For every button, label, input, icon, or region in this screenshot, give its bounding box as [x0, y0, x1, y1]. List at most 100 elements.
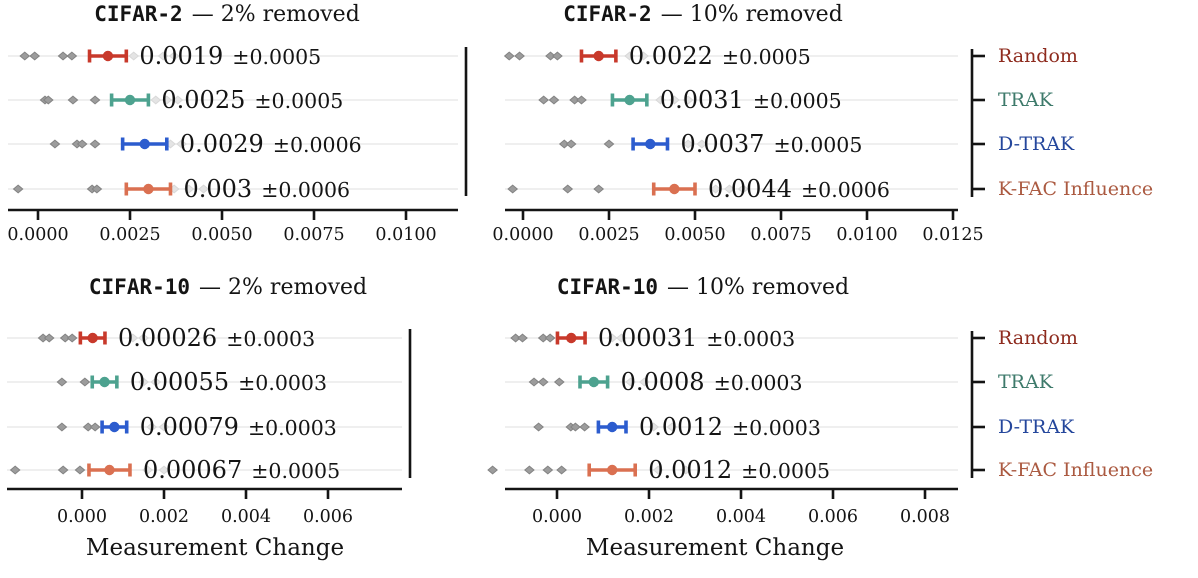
seed-scatter-point	[737, 184, 749, 194]
mean-point	[102, 50, 114, 62]
x-axis-tick-label: 0.0050	[664, 225, 725, 245]
row-d-trak: 0.0037 ±0.0005	[558, 130, 862, 158]
row-trak: 0.0031 ±0.0005	[538, 86, 842, 114]
x-axis-label-right: Measurement Change	[585, 535, 845, 561]
x-axis-tick-label: 0.0075	[283, 225, 344, 245]
seed-scatter-point	[503, 51, 515, 61]
mean-point	[607, 464, 618, 476]
x-axis-tick-label: 0.0050	[191, 225, 252, 245]
row-k-fac-influence: 0.0044 ±0.0006	[507, 175, 890, 203]
row-k-fac-influence: 0.00067 ±0.0005	[9, 456, 340, 484]
seed-scatter-point	[542, 465, 554, 475]
seed-scatter-point	[514, 51, 525, 61]
seed-scatter-point	[49, 139, 61, 149]
mean-point	[99, 376, 110, 388]
seed-scatter-point	[533, 422, 544, 432]
mean-std-annotation: 0.00055 ±0.0003	[130, 368, 327, 396]
seed-scatter-point	[138, 333, 149, 343]
x-axis-tick-label: 0.0100	[375, 225, 436, 245]
legend-item-random: Random	[998, 327, 1078, 349]
panel-title-cifar2-2pct: CIFAR-2 — 2% removed	[0, 2, 457, 32]
seed-scatter-point	[517, 333, 528, 343]
dataset-name: CIFAR-10	[88, 275, 191, 299]
mean-point	[669, 183, 680, 195]
x-axis-tick-label: 0.000	[57, 507, 107, 527]
mean-std-annotation: 0.0037 ±0.0005	[680, 130, 862, 158]
x-axis: 0.0000 0.0025 0.0050 0.0075 0.0100	[7, 208, 458, 245]
seed-scatter-point	[666, 422, 678, 432]
seed-scatter-point	[29, 51, 41, 61]
row-random: 0.00026 ±0.0003	[37, 324, 315, 352]
seed-scatter-point	[680, 465, 692, 475]
seed-scatter-point	[89, 139, 101, 149]
seed-scatter-point	[544, 333, 556, 343]
dataset-name: CIFAR-10	[556, 275, 659, 299]
row-d-trak: 0.0012 ±0.0003	[533, 413, 821, 441]
mean-point	[87, 332, 98, 344]
legend-item-kfac: K-FAC Influence	[998, 459, 1154, 481]
seed-scatter-point	[696, 139, 708, 149]
mean-std-annotation: 0.0031 ±0.0005	[660, 86, 842, 114]
x-axis-tick-label: 0.006	[303, 507, 353, 527]
x-axis-tick-label: 0.006	[808, 507, 858, 527]
x-axis-tick-label: 0.002	[624, 507, 674, 527]
seed-scatter-point	[142, 465, 153, 475]
x-axis-tick-label: 0.000	[532, 507, 582, 527]
seed-scatter-point	[9, 465, 21, 475]
mean-std-annotation: 0.00067 ±0.0005	[143, 456, 340, 484]
mean-point	[566, 332, 577, 344]
x-axis: 0.000 0.002 0.004 0.006 0.008	[505, 487, 958, 527]
seed-scatter-point	[576, 95, 587, 105]
seed-scatter-point	[538, 95, 550, 105]
legend-item-trak: TRAK	[998, 371, 1053, 393]
legend-item-dtrak: D-TRAK	[998, 133, 1075, 155]
mean-std-annotation: 0.00031 ±0.0003	[598, 324, 795, 352]
mean-point	[109, 421, 120, 433]
mean-point	[645, 138, 656, 150]
seed-scatter-point	[57, 465, 69, 475]
seed-scatter-point	[67, 95, 79, 105]
x-axis-tick-label: 0.004	[221, 507, 271, 527]
seed-scatter-point	[56, 377, 68, 387]
x-axis-tick-label: 0.002	[139, 507, 189, 527]
mean-point	[588, 376, 599, 388]
seed-scatter-point	[42, 95, 54, 105]
seed-scatter-point	[176, 139, 187, 149]
seed-scatter-point	[74, 465, 86, 475]
seed-scatter-point	[548, 95, 560, 105]
row-d-trak: 0.0029 ±0.0006	[49, 130, 362, 158]
panel-top-left: 0.0019 ±0.0005 0.0025 ±0.0005 0.0029 ±0.0006 0…	[7, 42, 458, 245]
seed-scatter-point	[161, 95, 173, 105]
x-axis-tick-label: 0.0025	[99, 225, 160, 245]
seed-scatter-point	[616, 333, 627, 343]
seed-scatter-point	[556, 465, 567, 475]
seed-scatter-point	[537, 377, 549, 387]
legend-bracket	[970, 49, 985, 197]
row-k-fac-influence: 0.0012 ±0.0005	[487, 456, 830, 484]
mean-std-annotation: 0.0025 ±0.0005	[161, 86, 343, 114]
panel-bottom-right: 0.00031 ±0.0003 0.0008 ±0.0003 0.0012 ±0.0003…	[487, 324, 958, 527]
mean-std-annotation: 0.0044 ±0.0006	[708, 175, 890, 203]
mean-std-annotation: 0.00026 ±0.0003	[118, 324, 315, 352]
seed-scatter-point	[710, 184, 722, 194]
seed-scatter-point	[552, 51, 563, 61]
x-axis-tick-label: 0.0000	[7, 225, 68, 245]
x-axis-tick-label: 0.0025	[578, 225, 639, 245]
seed-scatter-point	[603, 139, 615, 149]
row-random: 0.0022 ±0.0005	[503, 42, 811, 70]
seed-scatter-point	[682, 139, 694, 149]
row-random: 0.0019 ±0.0005	[19, 42, 321, 70]
seed-scatter-point	[57, 51, 69, 61]
seed-scatter-point	[157, 51, 169, 61]
seed-scatter-point	[91, 184, 103, 194]
seed-scatter-point	[89, 95, 101, 105]
panel-title-cifar2-10pct: CIFAR-2 — 10% removed	[473, 2, 933, 32]
row-trak: 0.0025 ±0.0005	[39, 86, 343, 114]
seed-scatter-point	[652, 465, 664, 475]
seed-scatter-point	[66, 51, 78, 61]
panel-bottom-left: 0.00026 ±0.0003 0.00055 ±0.0003 0.00079 ±0.00…	[7, 324, 402, 527]
x-axis-tick-label: 0.0075	[750, 225, 811, 245]
mean-point	[104, 464, 115, 476]
seed-scatter-point	[724, 184, 735, 194]
